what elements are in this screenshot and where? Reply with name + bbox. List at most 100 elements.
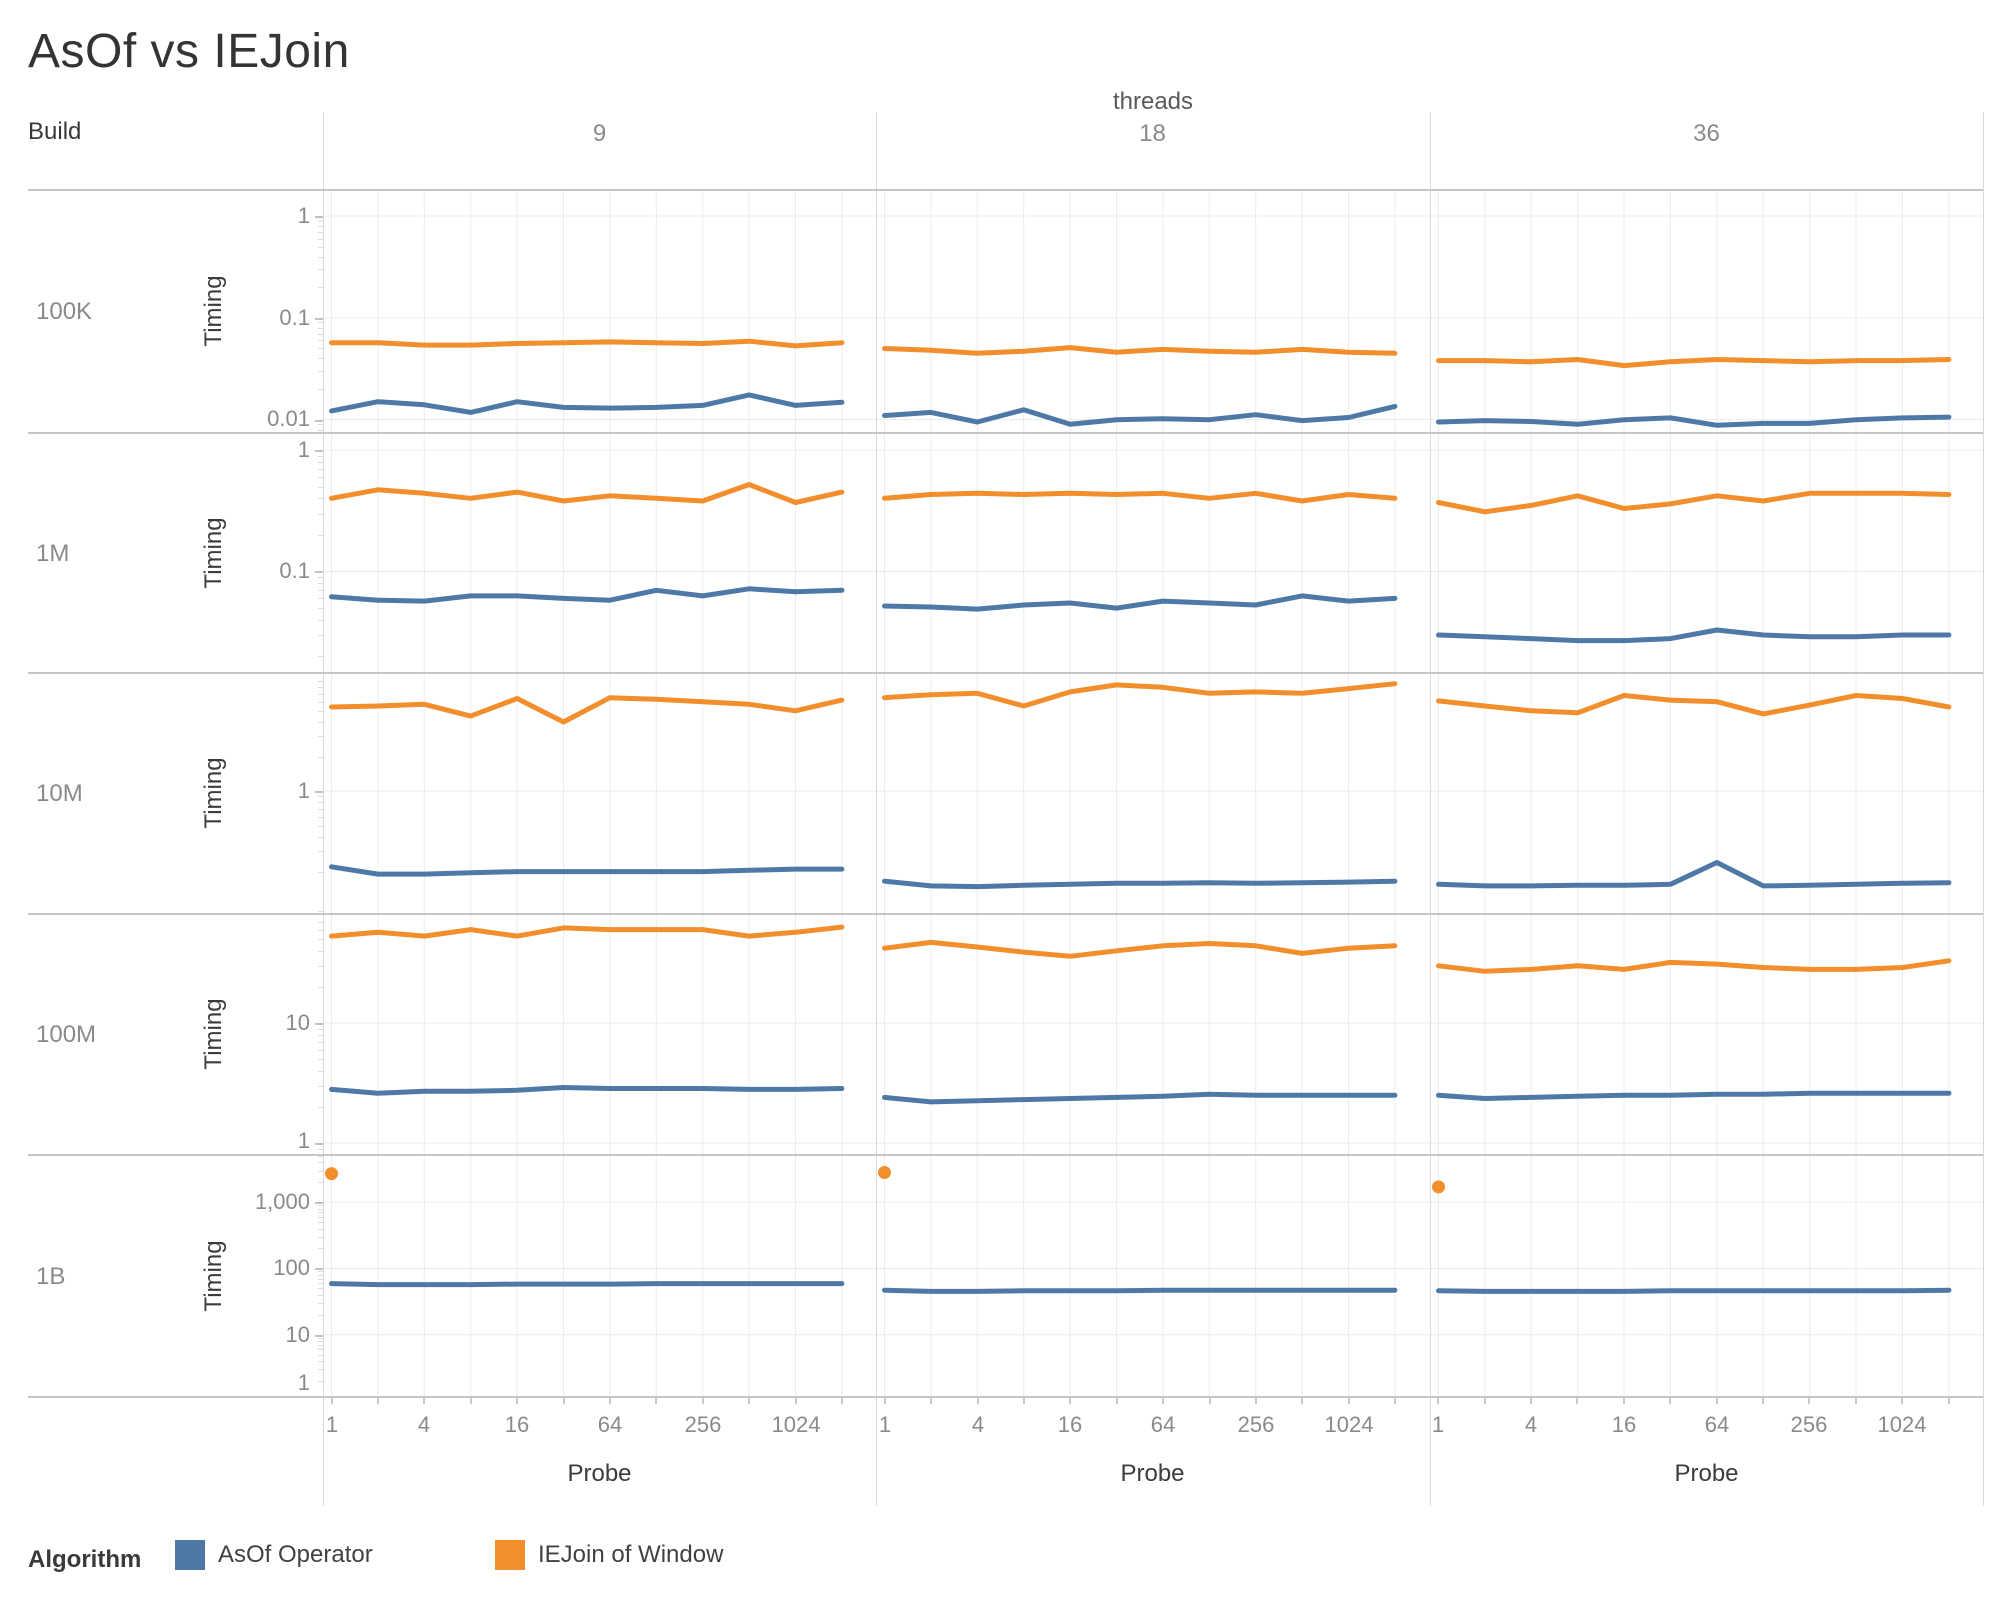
series-line-asof[interactable] xyxy=(1435,1090,1952,1101)
series-line-iejoin[interactable] xyxy=(882,345,1398,356)
x-tick-mark xyxy=(331,1397,333,1404)
y-minor-tick xyxy=(318,1042,323,1043)
series-point-iejoin[interactable] xyxy=(878,1166,892,1179)
series-line-asof[interactable] xyxy=(882,403,1398,427)
series-line-asof[interactable] xyxy=(882,1287,1398,1294)
series-line-asof[interactable] xyxy=(329,864,845,877)
y-minor-tick xyxy=(318,757,323,758)
y-minor-tick xyxy=(318,1279,323,1280)
y-minor-tick xyxy=(318,1029,323,1030)
series-line-asof[interactable] xyxy=(329,392,845,415)
series-line-iejoin[interactable] xyxy=(329,695,845,725)
x-tick-mark xyxy=(1716,1397,1718,1404)
y-minor-tick xyxy=(318,498,323,499)
y-minor-tick xyxy=(318,535,323,536)
series-line-iejoin[interactable] xyxy=(1435,490,1952,515)
y-minor-tick xyxy=(318,1035,323,1036)
chart-panel-100M-9threads xyxy=(323,914,877,1155)
chart-panel-100M-36threads xyxy=(1429,914,1983,1155)
series-point-iejoin[interactable] xyxy=(325,1167,338,1181)
series-line-iejoin[interactable] xyxy=(1435,693,1952,717)
series-line-iejoin[interactable] xyxy=(329,338,845,349)
series-line-asof[interactable] xyxy=(1435,627,1952,644)
y-tick-label: 0.01 xyxy=(267,406,310,431)
series-line-iejoin[interactable] xyxy=(1435,958,1952,974)
y-minor-tick xyxy=(318,1345,323,1346)
x-tick-label: 64 xyxy=(1704,1412,1730,1437)
chart-panel-1B-9threads xyxy=(323,1155,877,1397)
y-tick-mark xyxy=(315,1202,323,1204)
row-divider xyxy=(28,913,1983,915)
series-line-iejoin[interactable] xyxy=(329,482,845,505)
y-minor-tick xyxy=(318,514,323,515)
y-minor-tick xyxy=(318,1355,323,1356)
y-tick-label: 1 xyxy=(297,202,310,228)
y-minor-tick xyxy=(318,966,323,967)
y-tick-mark xyxy=(315,791,323,793)
series-line-asof[interactable] xyxy=(329,586,845,604)
y-minor-tick xyxy=(318,1275,323,1276)
x-tick-mark xyxy=(1255,1397,1257,1404)
y-minor-tick xyxy=(318,477,323,478)
asof-operator-swatch xyxy=(175,1540,205,1570)
series-line-asof[interactable] xyxy=(882,1091,1398,1105)
x-tick-label: 1024 xyxy=(1877,1412,1927,1437)
y-minor-tick xyxy=(318,1071,323,1072)
x-tick-label: 256 xyxy=(1237,1412,1275,1437)
x-axis-title: Probe xyxy=(567,1460,632,1487)
x-tick-label: 1024 xyxy=(771,1412,821,1437)
legend-item-label: AsOf Operator xyxy=(218,1541,373,1568)
y-minor-tick xyxy=(318,577,323,578)
y-tick-mark xyxy=(315,1268,323,1270)
series-line-asof[interactable] xyxy=(329,1085,845,1096)
y-minor-tick xyxy=(318,1171,323,1172)
series-line-iejoin[interactable] xyxy=(329,924,845,939)
y-tick-mark xyxy=(315,318,323,320)
y-minor-tick xyxy=(318,1222,323,1223)
chart-panel-1M-9threads xyxy=(323,433,877,673)
legend-item-iejoin-of-window[interactable]: IEJoin of Window xyxy=(495,1540,723,1570)
x-tick-mark xyxy=(1209,1397,1211,1404)
y-minor-tick xyxy=(318,702,323,703)
y-minor-tick xyxy=(318,322,323,323)
y-tick-label: 0.1 xyxy=(279,304,310,330)
x-tick-mark xyxy=(1623,1397,1625,1404)
series-line-asof[interactable] xyxy=(882,878,1398,890)
y-tick-mark xyxy=(315,1023,323,1025)
series-line-iejoin[interactable] xyxy=(1435,357,1952,369)
series-point-iejoin[interactable] xyxy=(1431,1180,1445,1194)
x-tick-mark xyxy=(516,1397,518,1404)
y-minor-tick xyxy=(318,358,323,359)
y-minor-tick xyxy=(318,1349,323,1350)
series-line-iejoin[interactable] xyxy=(882,939,1398,959)
series-line-asof[interactable] xyxy=(1435,1287,1952,1294)
y-tick-mark xyxy=(315,571,323,573)
chart-panel-100K-9threads xyxy=(323,190,877,433)
y-minor-tick xyxy=(318,1059,323,1060)
series-line-asof[interactable] xyxy=(1435,414,1952,428)
series-line-asof[interactable] xyxy=(882,593,1398,612)
series-line-iejoin[interactable] xyxy=(882,490,1398,504)
y-minor-tick xyxy=(318,826,323,827)
series-line-asof[interactable] xyxy=(1435,860,1952,889)
y-minor-tick xyxy=(318,1303,323,1304)
x-tick-mark xyxy=(1576,1397,1578,1404)
y-tick-mark xyxy=(315,1335,323,1337)
x-tick-mark xyxy=(930,1397,932,1404)
x-tick-mark xyxy=(977,1397,979,1404)
y-minor-tick xyxy=(318,348,323,349)
facet-column-header-title: threads xyxy=(1112,88,1194,115)
column-label-18: 18 xyxy=(1139,120,1166,147)
y-tick-label: 1,000 xyxy=(254,1189,310,1215)
y-minor-tick xyxy=(318,1361,323,1362)
x-tick-mark xyxy=(470,1397,472,1404)
y-minor-tick xyxy=(318,872,323,873)
series-line-asof[interactable] xyxy=(329,1281,845,1288)
chart-panel-100K-36threads xyxy=(1429,190,1983,433)
y-minor-tick xyxy=(318,1217,323,1218)
series-line-iejoin[interactable] xyxy=(882,681,1398,709)
x-tick-mark xyxy=(1948,1397,1950,1404)
x-tick-label: 4 xyxy=(1524,1412,1538,1437)
legend-item-asof-operator[interactable]: AsOf Operator xyxy=(175,1540,373,1570)
